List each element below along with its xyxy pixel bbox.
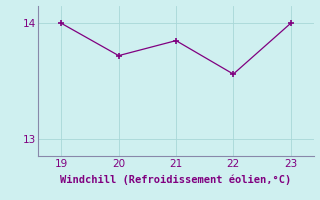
X-axis label: Windchill (Refroidissement éolien,°C): Windchill (Refroidissement éolien,°C) — [60, 174, 292, 185]
